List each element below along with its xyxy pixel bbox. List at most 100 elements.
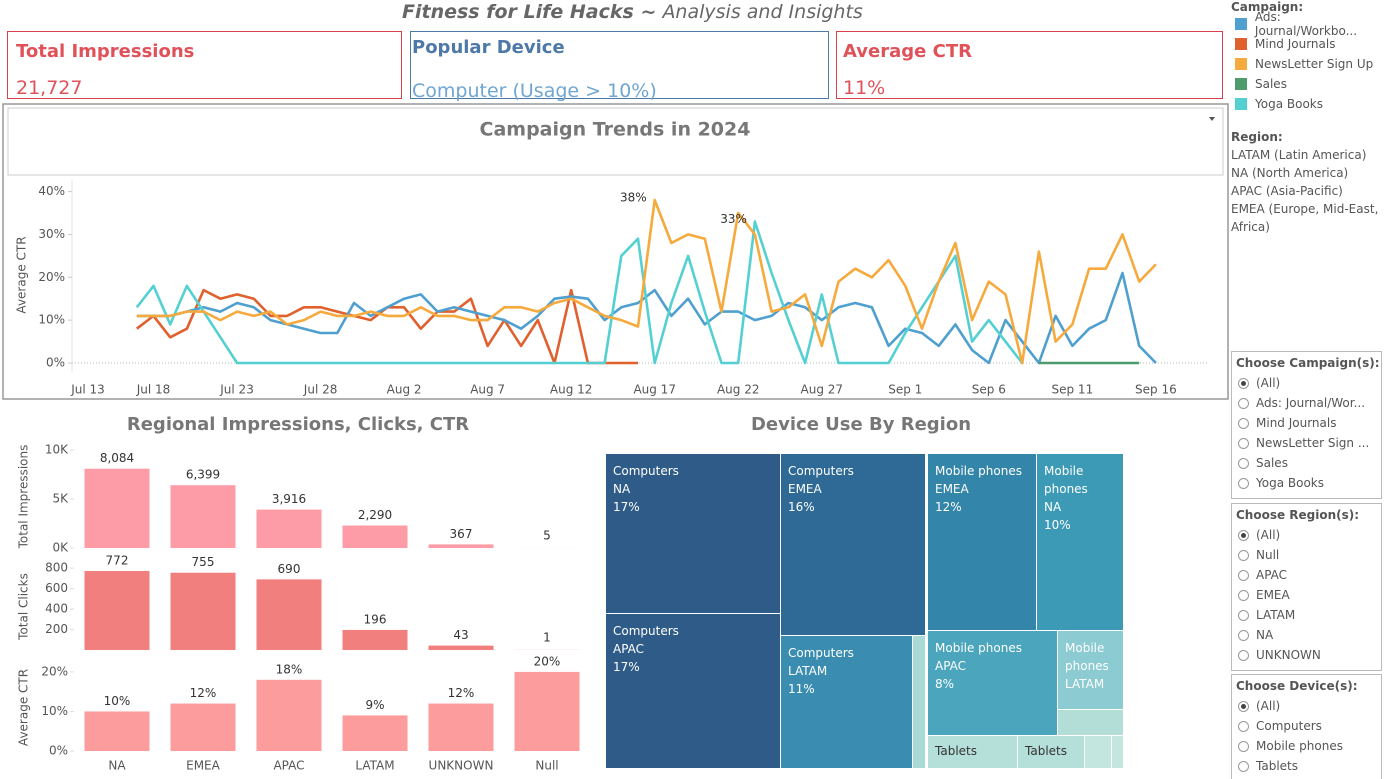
y-axis-label: Average CTR	[15, 236, 29, 313]
y-tick-label: 600	[45, 581, 68, 595]
line-series	[135, 220, 1024, 365]
header-title: Fitness for Life Hacks ~	[402, 1, 657, 23]
y-tick-label: 400	[45, 602, 68, 616]
x-tick-label: Jul 28	[303, 383, 338, 397]
cell-label: 8%	[935, 677, 955, 691]
filter-option[interactable]: (All)	[1232, 373, 1381, 393]
data-label: 2,290	[358, 508, 392, 522]
filter-option[interactable]: UNKNOWN	[1232, 645, 1381, 665]
y-tick-label: 40%	[38, 184, 65, 198]
cell-label: APAC	[935, 659, 967, 673]
radio[interactable]	[1238, 760, 1249, 772]
chart-title: Campaign Trends in 2024	[480, 119, 751, 141]
treemap-cell	[1111, 735, 1124, 769]
filter-option[interactable]: NewsLetter Sign ...	[1232, 433, 1381, 453]
kpi-value: 21,727	[16, 77, 83, 99]
cell-label: Computers	[613, 464, 679, 478]
x-tick-label: Sep 16	[1135, 383, 1177, 397]
filter-option[interactable]: Ads: Journal/Wor...	[1232, 393, 1381, 413]
option-label: NA	[1256, 628, 1274, 642]
x-tick-label: Jul 18	[136, 383, 171, 397]
data-label: 690	[278, 562, 301, 576]
cell-label: APAC	[613, 642, 645, 656]
menu-arrow[interactable]	[1209, 117, 1215, 121]
radio[interactable]	[1238, 720, 1249, 732]
radio[interactable]	[1238, 609, 1249, 621]
cell-label: 12%	[935, 500, 962, 514]
bar	[256, 579, 322, 650]
filter-option[interactable]: EMEA	[1232, 585, 1381, 605]
y-axis-label: Total Clicks	[17, 573, 31, 641]
radio[interactable]	[1238, 700, 1249, 712]
bar	[84, 711, 150, 751]
radio[interactable]	[1238, 740, 1249, 752]
radio[interactable]	[1238, 529, 1249, 541]
y-axis-label: Average CTR	[17, 669, 31, 746]
header-subtitle: Analysis and Insights	[662, 1, 863, 23]
bar	[514, 671, 580, 751]
region-item: APAC (Asia-Pacific)	[1231, 184, 1343, 198]
filter-option[interactable]: Computers	[1232, 716, 1381, 736]
treemap-cell: Tablets	[927, 735, 1018, 769]
radio[interactable]	[1238, 477, 1249, 489]
cell-label: LATAM	[1065, 677, 1105, 691]
filter-option[interactable]: (All)	[1232, 696, 1381, 716]
filter-option[interactable]: Mind Journals	[1232, 413, 1381, 433]
data-label: 1	[543, 631, 551, 645]
filter-option[interactable]: NA	[1232, 625, 1381, 645]
y-tick-label: 30%	[38, 227, 65, 241]
radio[interactable]	[1238, 589, 1249, 601]
cell-label: 11%	[788, 682, 815, 696]
radio[interactable]	[1238, 569, 1249, 581]
filter-title: Choose Device(s):	[1236, 679, 1358, 693]
kpi-value: 11%	[843, 77, 886, 99]
filter-option[interactable]: LATAM	[1232, 605, 1381, 625]
treemap-cell: Computers APAC 17%	[605, 613, 781, 769]
option-label: EMEA	[1256, 588, 1290, 602]
legend-label: Sales	[1255, 77, 1287, 91]
radio[interactable]	[1238, 629, 1249, 641]
bar	[170, 485, 236, 548]
bar	[342, 715, 408, 751]
filter-option[interactable]: APAC	[1232, 565, 1381, 585]
x-tick-label: Aug 7	[470, 383, 505, 397]
filter-option[interactable]: Mobile phones	[1232, 736, 1381, 756]
radio[interactable]	[1238, 457, 1249, 469]
radio[interactable]	[1238, 397, 1249, 409]
radio[interactable]	[1238, 417, 1249, 429]
x-tick-label: Aug 22	[717, 383, 760, 397]
cell-label: Mobile phones	[1044, 464, 1088, 496]
cell-label: 10%	[1044, 518, 1071, 532]
radio[interactable]	[1238, 377, 1249, 389]
option-label: (All)	[1256, 699, 1281, 713]
data-label: 12%	[190, 686, 217, 700]
bar	[428, 544, 494, 548]
cell-label: Computers	[788, 646, 854, 660]
filter-option[interactable]: Sales	[1232, 453, 1381, 473]
x-tick-label: Sep 11	[1052, 383, 1094, 397]
radio[interactable]	[1238, 549, 1249, 561]
filter-option[interactable]: Yoga Books	[1232, 473, 1381, 493]
treemap-cell: Mobile phones NA 10%	[1036, 453, 1124, 631]
bar	[170, 703, 236, 751]
filter-option[interactable]: Null	[1232, 545, 1381, 565]
data-label: 38%	[620, 191, 647, 205]
x-tick-label: NA	[108, 759, 126, 773]
data-label: 43	[453, 628, 468, 642]
kpi-title: Total Impressions	[16, 41, 195, 62]
treemap-cell: Mobile phones EMEA 12%	[927, 453, 1037, 631]
legend-item: Sales	[1231, 74, 1386, 94]
y-tick-label: 200	[45, 622, 68, 636]
cell-label: Computers	[613, 624, 679, 638]
y-tick-label: 800	[45, 561, 68, 575]
kpi-card: Average CTR 11%	[836, 31, 1223, 99]
cell-label: LATAM	[788, 664, 828, 678]
y-tick-label: 5K	[52, 491, 69, 505]
y-tick-label: 0K	[52, 541, 69, 555]
filter-option[interactable]: Tablets	[1232, 756, 1381, 776]
filter-option[interactable]: (All)	[1232, 525, 1381, 545]
radio[interactable]	[1238, 437, 1249, 449]
radio[interactable]	[1238, 649, 1249, 661]
cell-label: Mobile phones	[1065, 641, 1109, 673]
